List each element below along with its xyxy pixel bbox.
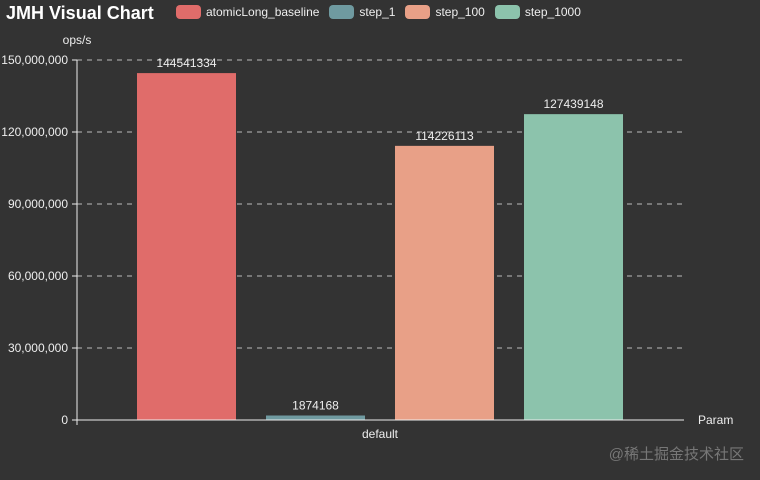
y-tick-label: 150,000,000: [1, 53, 68, 67]
bar-step_1[interactable]: [266, 415, 365, 420]
y-tick-label: 120,000,000: [1, 125, 68, 139]
legend-label: step_100: [435, 5, 485, 19]
y-tick-label: 90,000,000: [8, 197, 68, 211]
bar-value-label: 127439148: [543, 97, 603, 111]
bar-atomicLong_baseline[interactable]: [137, 73, 236, 420]
chart-title: JMH Visual Chart: [6, 3, 154, 23]
legend-item-step_1[interactable]: step_1: [329, 5, 395, 19]
bar-step_100[interactable]: [395, 145, 494, 420]
bar-value-label: 1874168: [292, 399, 339, 413]
bar-value-label: 114226113: [415, 129, 474, 143]
legend-label: step_1000: [524, 5, 581, 19]
watermark: @稀土掘金技术社区: [608, 446, 744, 463]
y-axis-label: ops/s: [63, 33, 92, 47]
y-tick-label: 0: [61, 413, 68, 427]
bar-step_1000[interactable]: [524, 114, 623, 420]
legend-item-step_1000[interactable]: step_1000: [494, 5, 581, 19]
legend-label: step_1: [359, 5, 396, 19]
legend-swatch: [405, 5, 431, 19]
y-tick-label: 60,000,000: [8, 269, 68, 283]
x-category-label: default: [362, 427, 399, 441]
bar-value-label: 144541334: [156, 56, 216, 70]
x-axis-label: Param: [698, 413, 733, 427]
legend: atomicLong_baseline step_1 step_100 step_10…: [176, 5, 581, 19]
legend-swatch: [176, 5, 201, 19]
legend-label: atomicLong_baseline: [206, 5, 320, 19]
legend-item-atomicLong_baseline[interactable]: atomicLong_baseline: [176, 5, 319, 19]
legend-item-step_100[interactable]: step_100: [405, 5, 485, 19]
legend-swatch: [494, 5, 520, 19]
y-tick-label: 30,000,000: [8, 341, 68, 355]
legend-swatch: [329, 5, 355, 19]
